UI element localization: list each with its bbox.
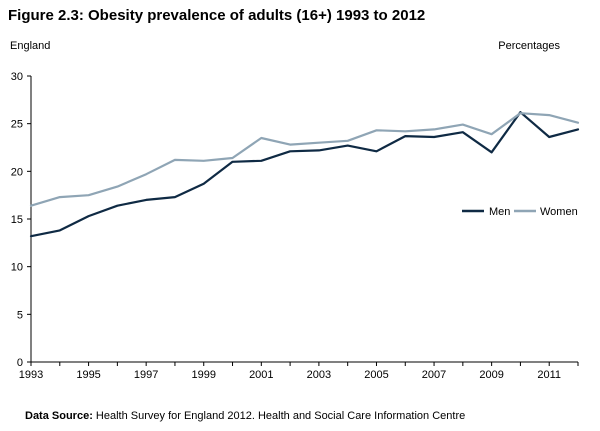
data-source-text: Health Survey for England 2012. Health a… xyxy=(95,410,466,422)
legend-label-women: Women xyxy=(540,206,578,218)
x-tick-label: 2001 xyxy=(249,369,273,381)
series-line-men xyxy=(29,111,580,238)
x-tick-label: 2003 xyxy=(307,369,331,381)
chart-title: Figure 2.3: Obesity prevalence of adults… xyxy=(8,7,426,24)
y-tick-label: 15 xyxy=(11,214,23,226)
x-tick-label: 1995 xyxy=(76,369,100,381)
region-label: England xyxy=(10,40,51,52)
y-tick-label: 10 xyxy=(11,262,23,274)
data-source: Data Source: Health Survey for England 2… xyxy=(25,410,465,422)
units-label: Percentages xyxy=(498,40,560,52)
data-source-label: Data Source: xyxy=(25,410,93,422)
x-tick-label: 1993 xyxy=(19,369,43,381)
x-tick-label: 2009 xyxy=(479,369,503,381)
series-line-women xyxy=(29,112,580,207)
x-tick-label: 2005 xyxy=(364,369,388,381)
y-tick-label: 25 xyxy=(11,119,23,131)
x-tick-label: 1997 xyxy=(134,369,158,381)
x-tick-label: 2007 xyxy=(422,369,446,381)
y-tick-label: 0 xyxy=(17,357,23,369)
y-tick-label: 5 xyxy=(17,309,23,321)
x-tick-label: 1999 xyxy=(191,369,215,381)
y-tick-label: 20 xyxy=(11,166,23,178)
legend-label-men: Men xyxy=(489,206,510,218)
x-tick-label: 2011 xyxy=(537,369,561,381)
y-tick-label: 30 xyxy=(11,71,23,83)
